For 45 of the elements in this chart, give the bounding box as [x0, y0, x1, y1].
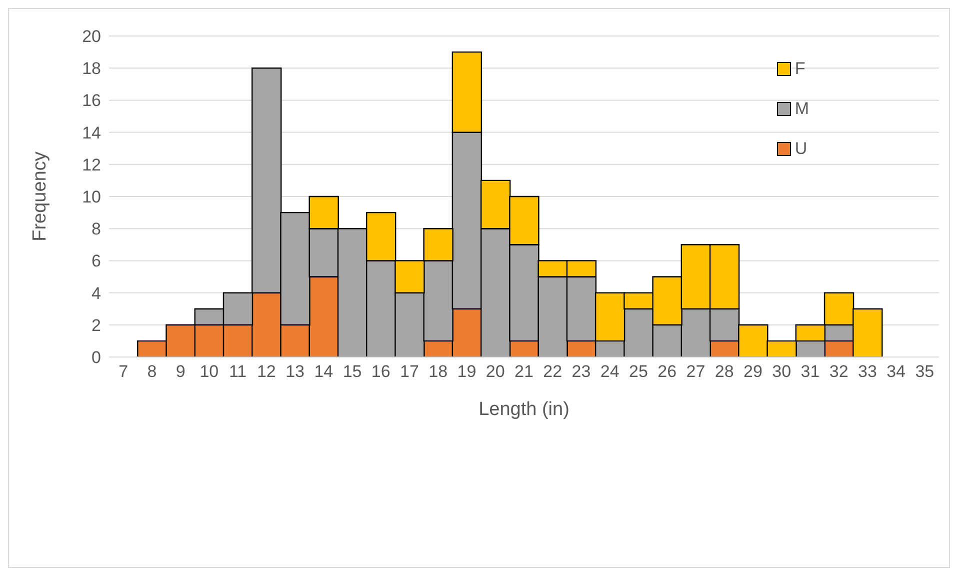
x-tick-label: 22	[543, 362, 562, 382]
x-tick-label: 21	[514, 362, 534, 382]
y-tick-label: 0	[92, 348, 101, 368]
x-tick-label: 18	[428, 362, 448, 382]
x-tick-label: 30	[772, 362, 792, 382]
y-tick-label: 4	[92, 284, 101, 303]
x-tick-label: 26	[658, 362, 677, 382]
x-tick-label: 27	[686, 362, 706, 382]
x-tick-label: 25	[629, 362, 648, 382]
x-axis-title: Length (in)	[478, 399, 570, 420]
y-tick-label: 14	[82, 123, 101, 142]
x-tick-label: 9	[176, 362, 186, 382]
x-tick-label: 31	[800, 362, 820, 382]
x-tick-label: 15	[342, 362, 362, 382]
x-tick-label: 32	[829, 362, 848, 382]
y-tick-label: 18	[82, 59, 101, 78]
x-tick-label: 13	[286, 362, 304, 382]
x-tick-label: 7	[118, 362, 128, 382]
y-tick-label: 20	[82, 27, 101, 46]
x-tick-label: 11	[228, 362, 247, 382]
x-tick-label: 16	[371, 362, 390, 382]
legend-label: M	[794, 99, 809, 119]
x-tick-label: 35	[915, 362, 934, 382]
x-tick-label: 8	[147, 362, 157, 382]
x-tick-label: 20	[486, 362, 505, 382]
x-tick-label: 19	[457, 362, 476, 382]
x-tick-label: 17	[400, 362, 419, 382]
x-tick-label: 23	[572, 362, 591, 382]
y-tick-label: 12	[82, 155, 101, 174]
y-tick-label: 2	[92, 316, 101, 335]
x-tick-label: 14	[314, 362, 334, 382]
x-tick-label: 29	[744, 362, 762, 382]
x-tick-label: 28	[714, 362, 734, 382]
y-tick-label: 8	[92, 220, 101, 239]
x-tick-label: 10	[200, 362, 219, 382]
legend-label: F	[794, 59, 806, 79]
x-tick-label: 33	[858, 362, 877, 382]
y-tick-label: 6	[92, 252, 101, 271]
y-tick-label: 16	[82, 91, 101, 110]
y-axis-title: Frequency	[30, 151, 51, 242]
legend-label: U	[794, 139, 808, 159]
x-tick-label: 24	[600, 362, 620, 382]
x-tick-label: 34	[886, 362, 906, 382]
x-tick-label: 12	[256, 362, 276, 382]
y-tick-label: 10	[82, 188, 101, 207]
